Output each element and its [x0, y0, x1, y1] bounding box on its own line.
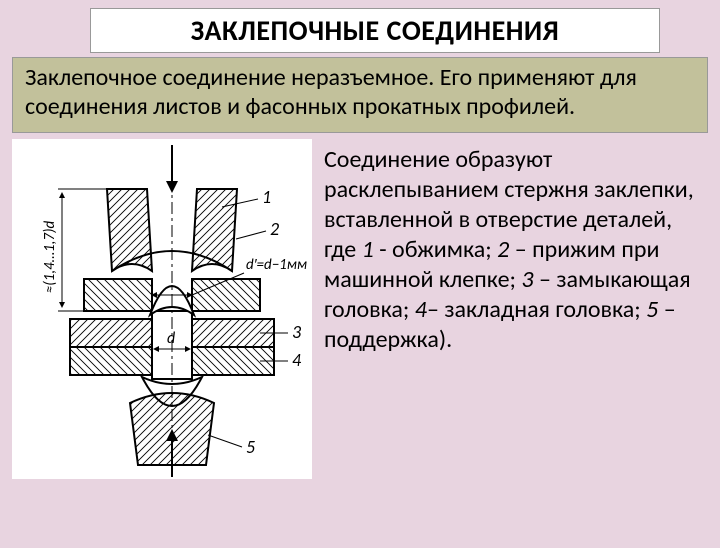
dim-height: ≈(1,4…1,7)d [41, 220, 59, 293]
callout-1: 1 [262, 186, 271, 208]
callout-5: 5 [246, 436, 255, 458]
leg-4-num: 4 [415, 295, 427, 324]
leg-5-num: 5 [646, 295, 658, 324]
title-box: ЗАКЛЕПОЧНЫЕ СОЕДИНЕНИЯ [90, 8, 660, 53]
callout-4: 4 [292, 349, 302, 371]
leg-2-num: 2 [497, 235, 509, 264]
leg-4-txt: – закладная головка; [427, 295, 646, 324]
diagram-svg: ≈(1,4…1,7)d d d′=d−1мм 1 2 3 4 5 [12, 139, 312, 479]
leg-3-num: 3 [521, 265, 533, 294]
rivet-diagram: ≈(1,4…1,7)d d d′=d−1мм 1 2 3 4 5 [12, 139, 312, 479]
leg-1-txt: - обжимка; [374, 235, 497, 264]
intro-box: Заклепочное соединение неразъемное. Его … [12, 57, 708, 133]
dim-d: d [167, 329, 175, 348]
intro-text: Заклепочное соединение неразъемное. Его … [25, 64, 695, 122]
dim-dprime: d′=d−1мм [246, 256, 307, 274]
page-title: ЗАКЛЕПОЧНЫЕ СОЕДИНЕНИЯ [99, 13, 651, 48]
callout-2: 2 [270, 218, 279, 240]
desc-paragraph: Соединение образуют расклепыванием стерж… [324, 145, 704, 355]
leg-1-num: 1 [362, 235, 374, 264]
description: Соединение образуют расклепыванием стерж… [320, 139, 708, 479]
callout-3: 3 [292, 321, 302, 343]
content-row: ≈(1,4…1,7)d d d′=d−1мм 1 2 3 4 5 Соедине… [0, 139, 720, 479]
